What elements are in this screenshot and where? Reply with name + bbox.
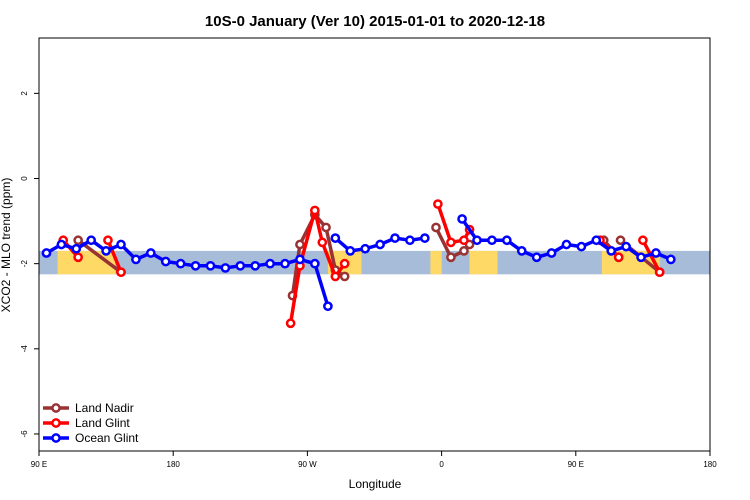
data-point-2-2-9 [591,235,602,246]
data-point-2-0-14 [250,260,261,271]
plot-frame [38,37,711,452]
data-point-2-0-10 [190,260,201,271]
y-axis-label: XCO2 - MLO trend (ppm) [0,178,13,313]
data-point-2-0-2 [71,243,82,254]
data-point-2-2-7 [561,239,572,250]
data-point-2-0-15 [265,258,275,269]
data-point-2-1-4 [390,233,400,243]
data-point-2-1-3 [375,239,385,250]
data-point-2-0-8 [160,256,171,267]
data-point-2-0-3 [86,235,97,246]
x-tick-label-5: 180 [703,460,717,469]
data-point-2-0-5 [116,239,126,250]
data-point-1-2-2 [310,205,320,216]
data-point-2-2-3 [501,235,512,246]
data-point-2-0-17 [295,254,305,265]
data-point-0-4-0 [615,235,626,246]
data-point-2-2-5 [531,252,542,263]
data-point-2-2-10 [606,246,617,256]
data-point-2-2-8 [576,241,587,252]
data-point-2-0-1 [56,239,67,250]
series-ocean-glint [41,214,676,312]
data-point-1-2-0 [285,318,296,329]
y-tick-label-3: -4 [20,345,29,353]
data-point-2-2-2 [487,235,497,246]
legend-label-2: Ocean Glint [75,431,139,445]
data-point-1-5-1 [654,267,665,278]
data-point-2-1-2 [360,243,371,254]
data-point-1-2-5 [339,258,350,269]
land-region-2 [430,250,442,275]
axes: 90 E 180 90 W 0 90 E 180 2 0 -2 -4 -6 [20,91,717,469]
data-point-2-2-12 [636,252,646,263]
data-point-2-0-4 [101,246,111,256]
data-point-0-1-1 [446,252,456,263]
x-tick-label-0: 90 E [31,460,47,469]
data-point-2-1-6 [419,233,430,243]
land-region-3 [469,250,498,275]
data-point-2-2-11 [621,241,631,252]
data-point-2-0-12 [220,263,231,273]
chart-title: 10S-0 January (Ver 10) 2015-01-01 to 202… [205,13,545,30]
data-point-2-2-13 [651,248,661,258]
x-tick-label-3: 0 [439,460,444,469]
data-point-2-0-7 [145,248,156,258]
x-tick-label-4: 90 E [568,460,584,469]
x-tick-label-1: 180 [167,460,181,469]
data-point-2-1-0 [330,233,341,243]
data-point-2-2-14 [666,254,676,265]
plot-box [38,37,711,452]
data-point-0-1-0 [431,222,441,233]
data-point-2-0-13 [235,260,246,271]
series-lines [41,199,676,329]
data-point-2-2-4 [516,246,527,256]
data-point-0-0-5 [339,271,350,282]
y-tick-label-4: -6 [20,430,29,438]
data-point-2-0-0 [41,248,52,258]
data-point-2-1-5 [405,235,415,246]
data-point-2-0-9 [175,258,186,269]
y-tick-label-0: 2 [20,91,29,96]
legend-marker-1 [51,418,61,428]
series-line-1-1 [106,239,123,273]
series-line-1-5 [641,239,662,274]
data-point-2-2-6 [546,248,557,258]
x-tick-label-2: 90 W [298,460,317,469]
y-tick-label-1: 0 [20,176,29,181]
legend-label-0: Land Nadir [75,401,134,415]
x-axis-label: Longitude [349,477,402,491]
data-point-1-3-0 [433,199,443,209]
data-point-1-5-0 [638,235,648,246]
data-point-1-0-1 [73,252,83,263]
data-point-1-1-0 [103,235,113,246]
data-point-1-3-2 [459,235,469,246]
data-point-2-2-1 [472,235,482,246]
data-point-0-0-1 [295,239,305,250]
data-point-2-0-19 [323,301,333,312]
data-point-1-2-3 [317,237,328,248]
y-tick-label-2: -2 [20,260,29,268]
legend-marker-0 [51,403,61,413]
data-point-2-0-6 [131,254,141,265]
series-line-1-3 [436,203,472,245]
data-point-1-1-1 [116,267,126,278]
data-point-2-0-11 [205,260,216,271]
legend-marker-2 [51,433,61,443]
data-point-0-2-0 [73,235,83,246]
data-point-2-1-1 [345,246,356,256]
data-point-2-2-0 [457,214,467,224]
data-point-1-4-1 [613,252,624,263]
data-point-1-2-4 [330,271,341,282]
data-point-1-3-1 [446,237,456,248]
data-point-0-1-2 [459,246,469,256]
data-point-2-0-18 [310,258,320,269]
legend-label-1: Land Glint [75,416,130,430]
data-point-2-0-16 [280,258,290,269]
data-point-0-0-3 [321,222,331,233]
